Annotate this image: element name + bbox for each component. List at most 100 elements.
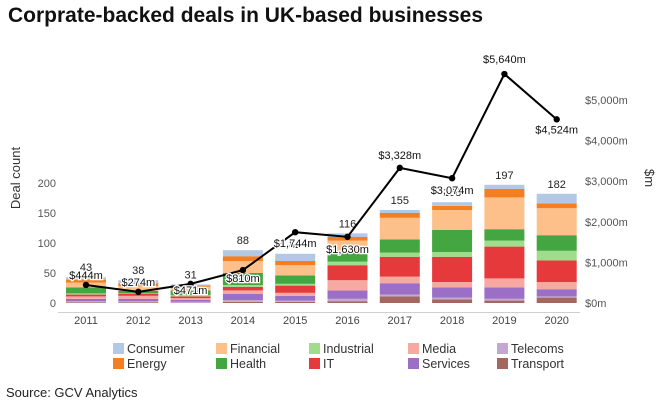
bar-segment xyxy=(536,297,577,303)
bar-segment xyxy=(327,298,368,302)
line-point xyxy=(501,70,508,78)
bar-segment xyxy=(484,240,525,247)
bar-segment xyxy=(432,256,473,282)
legend-swatch xyxy=(216,343,227,354)
bar-segment xyxy=(222,294,263,300)
bar-segment xyxy=(118,298,159,302)
y-tick-label: 100 xyxy=(38,238,56,250)
bar-segment xyxy=(66,298,106,302)
bar-segment xyxy=(118,283,159,287)
bar-segment xyxy=(275,253,316,261)
bar-segment xyxy=(170,290,211,296)
line-value-label: $5,640m xyxy=(483,54,526,66)
y-tick-label: 200 xyxy=(38,178,56,190)
y2-tick-label: $3,000m xyxy=(585,176,628,188)
legend-label: Energy xyxy=(127,357,167,371)
bar-segment xyxy=(275,261,316,266)
bar-segment xyxy=(222,301,263,303)
bar-segment xyxy=(432,299,473,303)
bar-segment xyxy=(484,246,525,279)
bar-segment xyxy=(275,283,316,286)
bar-segment xyxy=(484,197,525,230)
y2-tick-label: $1,000m xyxy=(585,257,628,269)
x-tick-label: 2020 xyxy=(544,315,568,327)
bar-segment xyxy=(536,193,577,204)
line-point xyxy=(187,280,194,288)
bar-segment xyxy=(66,302,106,303)
x-tick-label: 2018 xyxy=(440,315,464,327)
bar-segment xyxy=(536,260,577,282)
legend-label: Telecoms xyxy=(511,342,564,356)
bar-segment xyxy=(275,300,316,302)
legend-label: Industrial xyxy=(323,342,374,356)
bar-segment xyxy=(484,278,525,288)
legend-swatch xyxy=(408,343,419,354)
bar-segment xyxy=(327,252,368,262)
y-tick-label: 150 xyxy=(38,208,56,220)
bar-segment xyxy=(432,282,473,288)
bar-segment xyxy=(379,256,420,277)
x-tick-label: 2014 xyxy=(231,315,255,327)
bar-segment xyxy=(118,295,159,299)
y-tick-label: 0 xyxy=(50,298,56,310)
total-label: 197 xyxy=(495,170,513,182)
legend-label: Health xyxy=(230,357,266,371)
bar-segment xyxy=(118,286,159,291)
bar-segment xyxy=(66,277,106,280)
legend-swatch xyxy=(497,358,508,369)
bar-segment xyxy=(432,229,473,252)
bar-segment xyxy=(432,202,473,206)
line-point xyxy=(292,228,299,236)
total-label: 82 xyxy=(289,239,301,251)
bar-segment xyxy=(222,290,263,294)
bar-segment xyxy=(66,279,106,283)
bar-segment xyxy=(379,296,420,303)
bar-segment xyxy=(170,301,211,303)
total-label: 182 xyxy=(548,179,566,191)
y2-tick-label: $4,000m xyxy=(585,136,628,148)
bar-segment xyxy=(66,293,106,295)
bar-segment xyxy=(379,213,420,218)
bar-segment xyxy=(222,256,263,261)
bar-segment xyxy=(275,295,316,301)
total-label: 31 xyxy=(184,269,196,281)
line-value-label: $4,524m xyxy=(535,124,578,136)
y2-axis-label: $m xyxy=(642,169,657,187)
total-label: 88 xyxy=(237,235,249,247)
line-value-label: $1,630m xyxy=(326,244,369,256)
bar-segment xyxy=(379,239,420,253)
bar-segment xyxy=(275,265,316,276)
bar-segment xyxy=(379,276,420,284)
bar-segment xyxy=(432,252,473,257)
bar-segment xyxy=(118,302,159,303)
line-point xyxy=(135,288,142,296)
x-tick-label: 2011 xyxy=(74,315,98,327)
bar-segment xyxy=(222,285,263,287)
y-axis-label: Deal count xyxy=(8,147,23,210)
line-point xyxy=(553,116,560,123)
bar-segment xyxy=(170,286,211,291)
line-value-label: $471m xyxy=(174,285,208,297)
line-point xyxy=(82,281,90,289)
bar-segment xyxy=(222,300,263,302)
bar-segment xyxy=(275,301,316,303)
x-tick-label: 2012 xyxy=(126,315,150,327)
legend-swatch xyxy=(113,343,124,354)
bar-segment xyxy=(222,250,263,257)
line-point xyxy=(448,174,456,182)
bar-segment xyxy=(379,252,420,257)
total-label: 43 xyxy=(80,262,92,274)
bar-segment xyxy=(536,208,577,236)
bar-segment xyxy=(432,210,473,230)
bar-segment xyxy=(536,250,577,261)
bar-segment xyxy=(66,287,106,294)
bar-segment xyxy=(484,184,525,189)
y-tick-label: 50 xyxy=(44,268,56,280)
line-value-label: $810m xyxy=(226,273,260,285)
source-note: Source: GCV Analytics xyxy=(6,385,138,400)
bar-segment xyxy=(379,294,420,297)
bar-segment xyxy=(66,296,106,299)
bar-segment xyxy=(222,273,263,285)
legend-swatch xyxy=(497,343,508,354)
total-label: 116 xyxy=(339,218,357,230)
